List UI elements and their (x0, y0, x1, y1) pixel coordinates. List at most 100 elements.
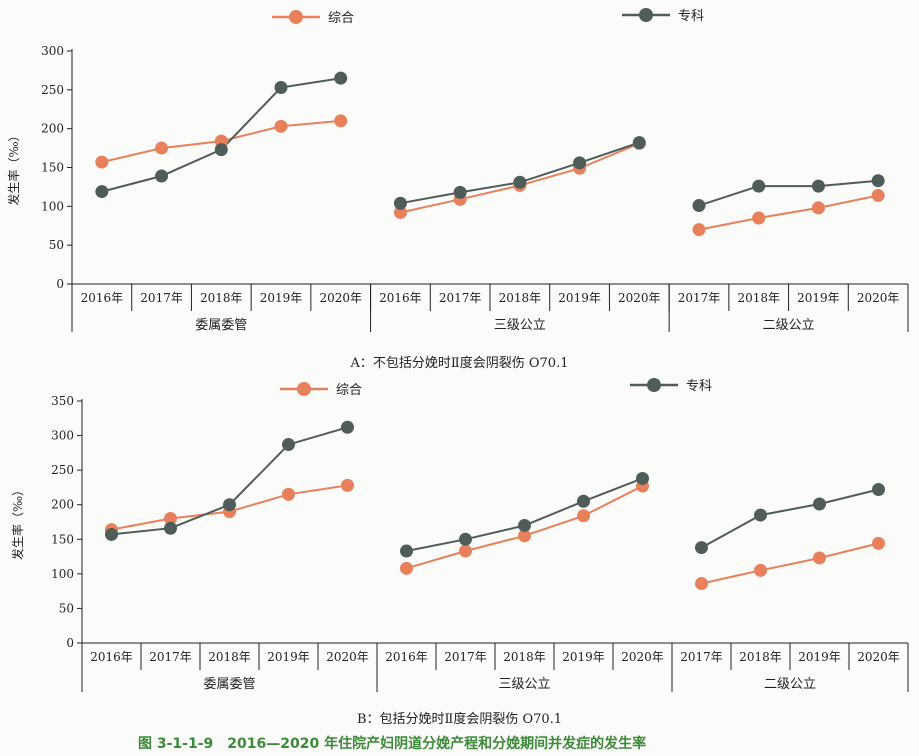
chart-a-data-point-composite (871, 188, 885, 202)
chart-b-data-point-specialty (636, 471, 649, 485)
chart-b-x-tick-label: 2020年 (857, 650, 900, 664)
chart-b-y-tick-label: 300 (51, 429, 74, 443)
chart-b-data-point-composite (459, 544, 472, 558)
chart-a-x-tick-label: 2018年 (499, 291, 542, 305)
chart-a-data-point-composite (334, 114, 348, 128)
chart-a-x-tick-label: 2016年 (379, 291, 422, 305)
chart-b-legend-marker-0 (297, 382, 311, 396)
chart-a-caption: A：不包括分娩时Ⅱ度会阴裂伤 O70.1 (350, 356, 569, 371)
chart-b-x-tick-label: 2018年 (739, 650, 782, 664)
chart-b-x-tick-label: 2019年 (562, 650, 605, 664)
chart-b-data-point-composite (577, 509, 590, 523)
chart-a-data-point-specialty (393, 196, 407, 210)
chart-b-data-point-specialty (872, 483, 885, 497)
chart-b-data-point-composite (695, 577, 708, 591)
chart-b-legend-marker-1 (647, 378, 661, 392)
chart-a-legend-marker-1 (639, 8, 653, 22)
chart-a-data-point-composite (752, 211, 766, 225)
chart-b-data-point-composite (341, 478, 354, 492)
chart-a-data-point-specialty (453, 185, 467, 199)
chart-a-group-label: 二级公立 (763, 318, 815, 333)
chart-a-data-point-specialty (692, 199, 706, 213)
chart-b-legend-label-0: 综合 (336, 383, 362, 398)
chart-a-x-tick-label: 2017年 (678, 291, 721, 305)
chart-b-data-point-specialty (223, 498, 236, 512)
chart-a-data-point-specialty (334, 71, 348, 85)
chart-b-group-label: 三级公立 (498, 677, 550, 692)
chart-b-data-point-composite (164, 512, 177, 526)
chart-a-x-tick-label: 2019年 (797, 291, 840, 305)
chart-b-data-point-specialty (813, 497, 826, 511)
chart-b-data-point-composite (518, 529, 531, 543)
chart-b-y-tick-label: 150 (51, 532, 74, 546)
chart-a-legend-marker-0 (289, 10, 303, 24)
chart-b-data-point-specialty (459, 532, 472, 546)
chart-a-x-tick-label: 2018年 (737, 291, 780, 305)
chart-a-series-line-composite (698, 194, 879, 231)
chart-b-series-line-composite (701, 542, 879, 585)
chart-b-y-tick-label: 350 (51, 394, 74, 408)
chart-b-x-tick-label: 2018年 (208, 650, 251, 664)
chart-b-data-point-composite (282, 487, 295, 501)
chart-b-y-axis-label: 发生率（‰） (10, 484, 25, 560)
chart-b-x-tick-label: 2016年 (385, 650, 428, 664)
chart-b-x-tick-label: 2016年 (90, 650, 133, 664)
chart-a-x-tick-label: 2019年 (260, 291, 303, 305)
chart-a-legend-label-1: 专科 (678, 9, 704, 24)
chart-b-series-line-specialty (111, 426, 348, 536)
chart-a-data-point-composite (155, 141, 169, 155)
chart-a-x-tick-label: 2017年 (140, 291, 183, 305)
chart-b-data-point-composite (872, 536, 885, 550)
chart-b-data-point-specialty (164, 521, 177, 535)
chart-a-x-tick-label: 2018年 (200, 291, 243, 305)
chart-a-data-point-composite (811, 201, 825, 215)
chart-a-x-tick-label: 2017年 (439, 291, 482, 305)
chart-b-data-point-composite (754, 563, 767, 577)
chart-a-data-point-specialty (632, 136, 646, 150)
chart-b-y-tick-label: 100 (51, 567, 74, 581)
chart-a-y-tick-label: 200 (41, 122, 64, 136)
chart-b-y-tick-label: 200 (51, 498, 74, 512)
chart-b-series-line-specialty (701, 488, 879, 549)
chart-a-data-point-specialty (214, 143, 228, 157)
chart-b-x-tick-label: 2019年 (798, 650, 841, 664)
chart-a-data-point-composite (692, 223, 706, 237)
chart-b-x-tick-label: 2017年 (680, 650, 723, 664)
chart-a-data-point-specialty (752, 179, 766, 193)
chart-b-group-label: 二级公立 (764, 677, 816, 692)
chart-b-x-tick-label: 2017年 (444, 650, 487, 664)
chart-b-data-point-composite (813, 551, 826, 565)
chart-b-y-tick-label: 250 (51, 463, 74, 477)
chart-b-data-point-specialty (400, 544, 413, 558)
chart-b-data-point-composite (400, 561, 413, 575)
chart-a-x-tick-label: 2019年 (558, 291, 601, 305)
chart-a-data-point-composite (95, 155, 109, 169)
chart-a-x-tick-label: 2020年 (857, 291, 900, 305)
chart-a-x-tick-label: 2020年 (319, 291, 362, 305)
chart-a-data-point-specialty (573, 156, 587, 170)
chart-a-data-point-specialty (274, 81, 288, 95)
chart-a-x-tick-label: 2016年 (81, 291, 124, 305)
chart-b-data-point-specialty (577, 494, 590, 508)
chart-a-group-label: 委属委管 (195, 318, 247, 333)
chart-a-data-point-composite (274, 119, 288, 133)
figure-title: 图 3-1-1-9 2016—2020 年住院产妇阴道分娩产程和分娩期间并发症的… (138, 736, 647, 752)
chart-b-data-point-specialty (282, 438, 295, 452)
chart-a-data-point-specialty (155, 169, 169, 183)
chart-b-caption: B：包括分娩时Ⅱ度会阴裂伤 O70.1 (356, 712, 563, 727)
chart-a-y-tick-label: 0 (56, 277, 64, 291)
chart-b-x-tick-label: 2019年 (267, 650, 310, 664)
chart-a-data-point-composite (393, 206, 407, 220)
chart-b-x-tick-label: 2020年 (621, 650, 664, 664)
chart-a-data-point-specialty (871, 174, 885, 188)
chart-a-y-tick-label: 150 (41, 161, 64, 175)
chart-b-x-tick-label: 2017年 (149, 650, 192, 664)
chart-b-data-point-specialty (754, 508, 767, 522)
chart-b-data-point-specialty (518, 518, 531, 532)
chart-a-group-label: 三级公立 (494, 318, 546, 333)
chart-b-group-label: 委属委管 (203, 677, 255, 692)
chart-b-x-tick-label: 2018年 (503, 650, 546, 664)
chart-a-y-tick-label: 100 (41, 199, 64, 213)
chart-a-data-point-specialty (513, 175, 527, 189)
